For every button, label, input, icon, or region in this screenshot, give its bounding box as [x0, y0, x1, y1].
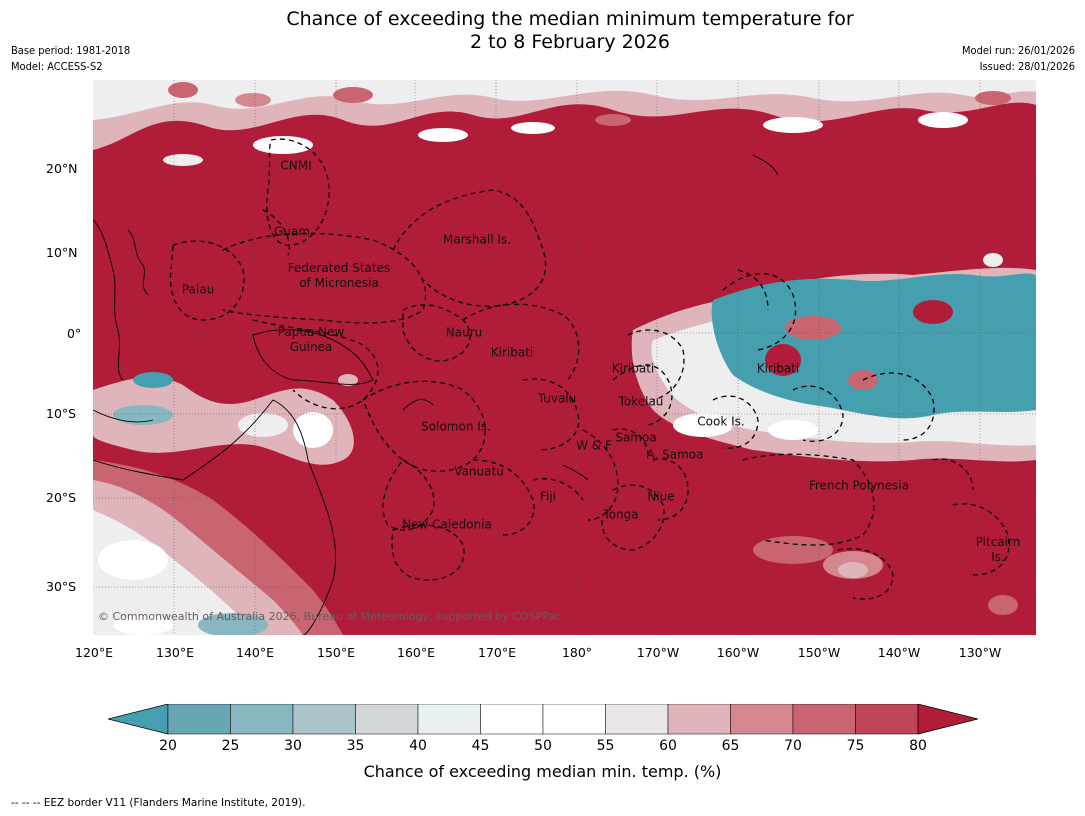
- north-neutral-band: [93, 80, 1036, 166]
- lon-label-180: 180°: [561, 645, 593, 660]
- colorbar-under-arrow: [108, 704, 169, 735]
- colorbar-tick-45: 45: [471, 738, 490, 754]
- lon-label-140e: 140°E: [235, 645, 275, 660]
- eez-footnote: -- -- -- EEZ border V11 (Flanders Marine…: [11, 797, 306, 809]
- region-label-solomon: Solomon Is.: [421, 419, 491, 434]
- lon-label-170e: 170°E: [477, 645, 517, 660]
- region-label-new-caledonia: New Caledonia: [402, 517, 492, 532]
- colorbar-tick-75: 75: [846, 738, 865, 754]
- model-run: Model run: 26/01/2026: [962, 44, 1075, 57]
- base-period: Base period: 1981-2018: [11, 44, 131, 57]
- lon-label-160w: 160°W: [716, 645, 760, 660]
- colorbar-tick-80: 80: [909, 738, 927, 754]
- colorbar-tick-50: 50: [534, 738, 552, 754]
- region-label-marshall: Marshall Is.: [443, 232, 511, 247]
- colorbar-bin-60-65: [667, 704, 731, 735]
- base-period-info: Base period: 1981-2018 Model: ACCESS-S2: [11, 43, 130, 75]
- west-tropical-patches: [93, 372, 358, 465]
- region-label-pitcairn-line1: Pitcairn: [975, 535, 1021, 549]
- colorbar-bin-30-35: [292, 704, 356, 735]
- lon-label-140w: 140°W: [877, 645, 921, 660]
- colorbar-bin-50-55: [542, 704, 606, 735]
- region-label-palau: Palau: [181, 282, 215, 297]
- colorbar-tick-25: 25: [221, 738, 240, 754]
- colorbar-tick-60: 60: [659, 738, 677, 754]
- region-label-guam: Guam: [274, 224, 310, 239]
- colorbar-bin-75-80: [855, 704, 919, 735]
- region-label-fiji: Fiji: [539, 489, 557, 504]
- colorbar-tick-40: 40: [409, 738, 427, 754]
- chart-title: Chance of exceeding the median minimum t…: [0, 8, 1085, 54]
- title-line-1: Chance of exceeding the median minimum t…: [286, 8, 854, 30]
- copyright-notice: © Commonwealth of Australia 2026, Bureau…: [98, 610, 562, 623]
- colorbar-bin-65-70: [730, 704, 794, 735]
- region-label-samoa: Samoa: [615, 430, 657, 445]
- region-label-kiribati-central: Kiribati: [611, 361, 655, 376]
- coastlines: [93, 154, 779, 635]
- colorbar-bin-55-60: [605, 704, 669, 735]
- lon-label-130w: 130°W: [958, 645, 1002, 660]
- colorbar-tick-65: 65: [721, 738, 740, 754]
- region-label-fsm-line2: of Micronesia: [299, 276, 379, 290]
- lat-label-20s: 20°S: [46, 490, 77, 505]
- colorbar-bin-40-45: [417, 704, 481, 735]
- colorbar-tick-55: 55: [596, 738, 615, 754]
- region-label-png-line1: Papua New: [277, 325, 345, 339]
- region-label-fsm-line1: Federated States: [287, 261, 391, 275]
- model-run-info: Model run: 26/01/2026 Issued: 28/01/2026: [962, 43, 1075, 75]
- colorbar-bin-25-30: [230, 704, 294, 735]
- map-canvas: [93, 80, 1036, 635]
- lon-label-160e: 160°E: [396, 645, 436, 660]
- region-label-kiribati-east: Kiribati: [756, 361, 800, 376]
- lon-label-150e: 150°E: [316, 645, 356, 660]
- lat-label-30s: 30°S: [46, 579, 77, 594]
- colorbar-tick-20: 20: [159, 738, 177, 754]
- colorbar-label: Chance of exceeding median min. temp. (%…: [363, 762, 722, 781]
- region-label-tonga: Tonga: [603, 507, 639, 522]
- region-label-kiribati-west: Kiribati: [490, 345, 534, 360]
- region-label-vanuatu: Vanuatu: [454, 464, 504, 479]
- colorbar-tick-70: 70: [784, 738, 802, 754]
- lon-label-120e: 120°E: [74, 645, 114, 660]
- southwest-neutral-region: [93, 460, 343, 635]
- region-label-tokelau: Tokelau: [618, 394, 664, 409]
- colorbar-over-arrow: [917, 704, 978, 735]
- region-label-niue: Niue: [647, 489, 675, 504]
- colorbar-bin-45-50: [480, 704, 544, 735]
- region-label-wf: W & F: [576, 438, 612, 453]
- colorbar-bin-70-75: [792, 704, 856, 735]
- lon-label-170w: 170°W: [636, 645, 680, 660]
- southeast-patches: [753, 536, 1018, 615]
- colorbar-tick-35: 35: [346, 738, 365, 754]
- title-line-2: 2 to 8 February 2026: [470, 31, 670, 53]
- colorbar: [108, 704, 978, 735]
- lon-label-130e: 130°E: [155, 645, 195, 660]
- lat-label-0: 0°: [67, 326, 82, 341]
- colorbar-tick-30: 30: [284, 738, 302, 754]
- region-label-cnmi: CNMI: [280, 158, 312, 173]
- lat-label-10s: 10°S: [46, 406, 77, 421]
- region-label-am-samoa: A. Samoa: [646, 447, 704, 462]
- region-label-cook: Cook Is.: [697, 414, 745, 429]
- east-equatorial-band: [631, 253, 1036, 462]
- region-label-tuvalu: Tuvalu: [537, 391, 577, 406]
- eez-borders: [169, 138, 1010, 600]
- colorbar-bin-20-25: [167, 704, 231, 735]
- region-label-nauru: Nauru: [445, 325, 483, 340]
- region-label-pitcairn: Pitcairn Is.: [976, 535, 1021, 565]
- graticule: [93, 80, 1036, 635]
- lat-label-10n: 10°N: [46, 245, 78, 260]
- region-label-french-polynesia: French Polynesia: [808, 478, 910, 493]
- region-label-fsm: Federated States of Micronesia: [288, 261, 390, 291]
- region-label-png-line2: Guinea: [289, 340, 333, 354]
- model-name: Model: ACCESS-S2: [11, 60, 103, 73]
- forecast-map[interactable]: [93, 80, 1036, 635]
- region-label-pitcairn-line2: Is.: [991, 550, 1005, 564]
- lat-label-20n: 20°N: [46, 161, 78, 176]
- region-label-png: Papua New Guinea: [278, 325, 345, 355]
- colorbar-bin-35-40: [355, 704, 419, 735]
- lon-label-150w: 150°W: [797, 645, 841, 660]
- issued-date: Issued: 28/01/2026: [979, 60, 1075, 73]
